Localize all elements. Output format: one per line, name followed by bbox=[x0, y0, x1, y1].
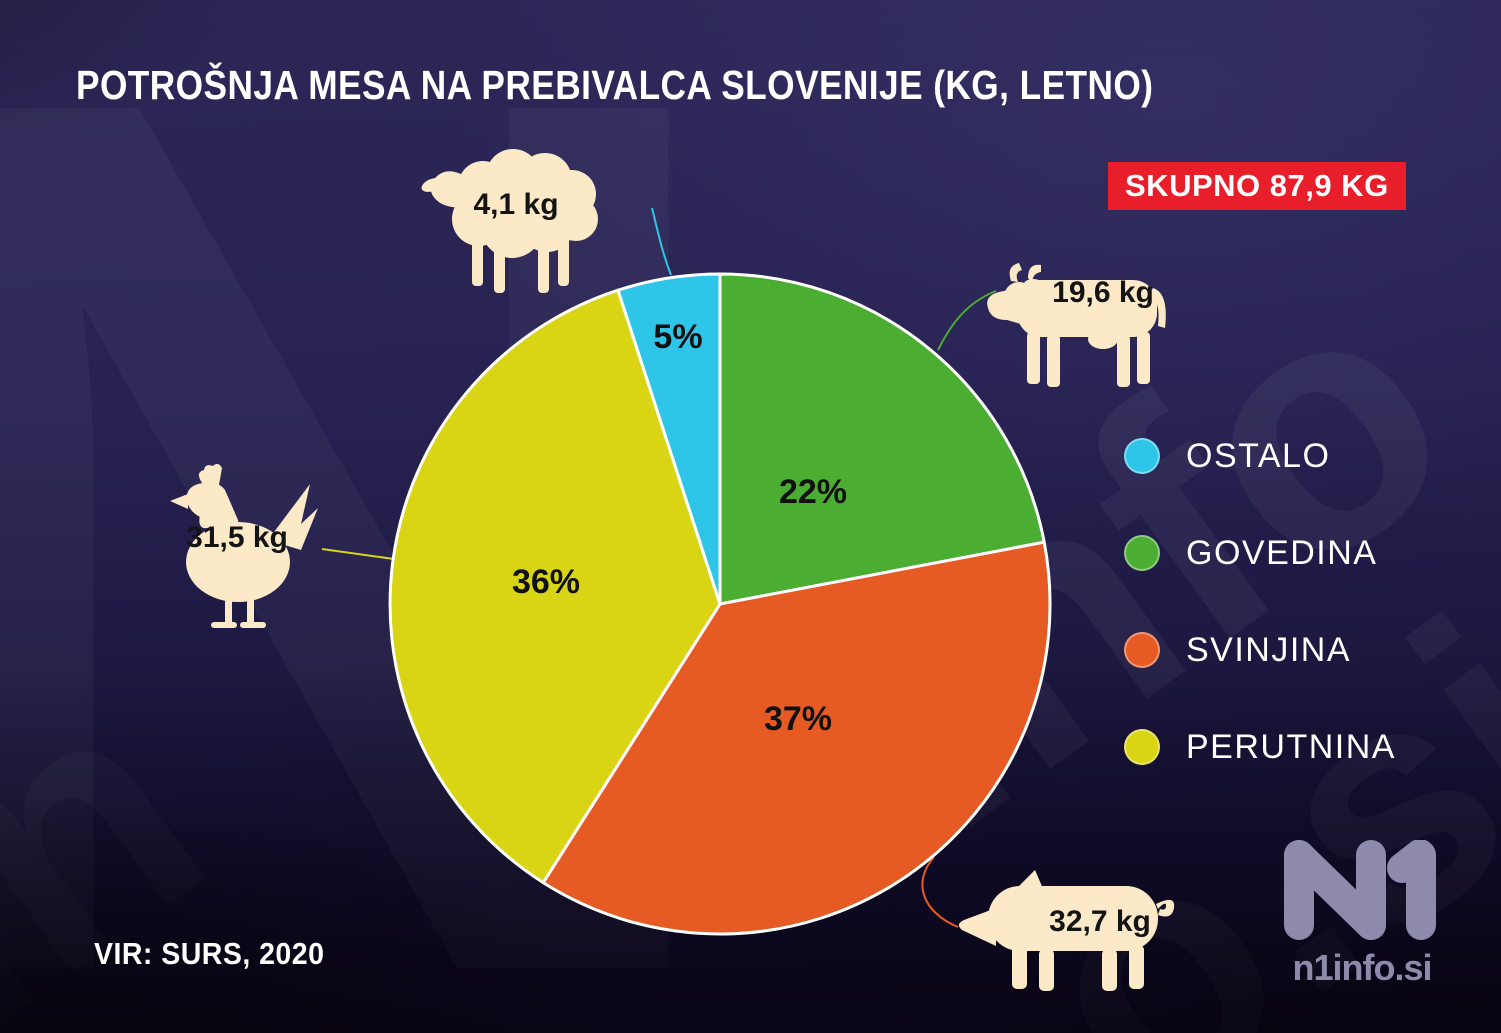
pie-slice-svinjina bbox=[541, 540, 1052, 936]
legend-dot-svinjina bbox=[1124, 632, 1160, 668]
legend-item-govedina: GOVEDINA bbox=[1124, 533, 1396, 572]
sheep-icon bbox=[421, 149, 598, 293]
pie-percent-label-perutnina: 36% bbox=[512, 563, 580, 601]
legend-label-perutnina: PERUTNINA bbox=[1186, 727, 1396, 766]
chicken-icon bbox=[170, 463, 318, 628]
legend-item-svinjina: SVINJINA bbox=[1124, 630, 1396, 669]
n1-logo-mark bbox=[1284, 839, 1436, 940]
chicken-kg-label: 31,5 kg bbox=[186, 521, 288, 554]
pie-percent-label-svinjina: 37% bbox=[764, 700, 832, 738]
legend: OSTALO GOVEDINA SVINJINA PERUTNINA bbox=[1124, 436, 1396, 766]
pig-kg-label: 32,7 kg bbox=[1049, 905, 1151, 938]
leader-line-govedina bbox=[937, 290, 997, 351]
n1-site-label: n1info.si bbox=[1292, 947, 1432, 988]
pie-percent-label-govedina: 22% bbox=[779, 473, 847, 511]
pig-icon bbox=[958, 870, 1175, 991]
cow-icon bbox=[987, 263, 1166, 387]
total-badge: SKUPNO 87,9 KG bbox=[1108, 162, 1406, 210]
pie-slice-perutnina bbox=[388, 288, 722, 885]
legend-label-ostalo: OSTALO bbox=[1186, 436, 1331, 475]
pie-percent-label-ostalo: 5% bbox=[653, 318, 702, 356]
page-title: POTROŠNJA MESA NA PREBIVALCA SLOVENIJE (… bbox=[76, 62, 1154, 108]
legend-item-ostalo: OSTALO bbox=[1124, 436, 1396, 475]
legend-label-svinjina: SVINJINA bbox=[1186, 630, 1352, 669]
n1-logo: n1info.si bbox=[1272, 839, 1452, 989]
source-credit: VIR: SURS, 2020 bbox=[94, 936, 325, 971]
legend-dot-ostalo bbox=[1124, 438, 1160, 474]
legend-label-govedina: GOVEDINA bbox=[1186, 533, 1378, 572]
legend-dot-govedina bbox=[1124, 535, 1160, 571]
pie-slice-govedina bbox=[718, 272, 1046, 606]
legend-item-perutnina: PERUTNINA bbox=[1124, 727, 1396, 766]
cow-kg-label: 19,6 kg bbox=[1052, 276, 1154, 309]
leader-line-perutnina bbox=[321, 548, 395, 560]
legend-dot-perutnina bbox=[1124, 729, 1160, 765]
pie-slice-ostalo bbox=[616, 272, 722, 606]
leader-line-svinjina bbox=[921, 856, 959, 928]
leader-line-ostalo bbox=[651, 207, 672, 276]
sheep-kg-label: 4,1 kg bbox=[473, 188, 559, 221]
